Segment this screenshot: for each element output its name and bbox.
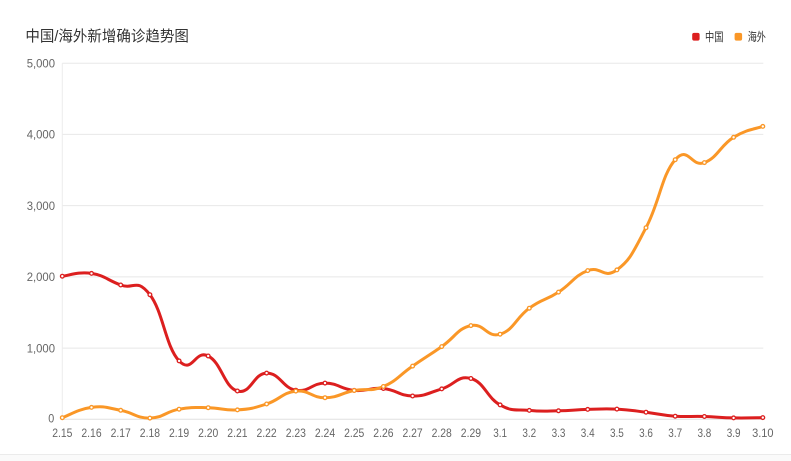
svg-text:3.3: 3.3 bbox=[552, 426, 566, 440]
svg-text:中国: 中国 bbox=[705, 29, 724, 44]
svg-text:3.9: 3.9 bbox=[727, 426, 741, 440]
svg-text:1,000: 1,000 bbox=[27, 341, 56, 355]
svg-text:2,000: 2,000 bbox=[27, 270, 56, 284]
svg-text:3.10: 3.10 bbox=[752, 426, 774, 440]
svg-text:中国/海外新增确诊趋势图: 中国/海外新增确诊趋势图 bbox=[25, 28, 189, 45]
svg-text:2.22: 2.22 bbox=[257, 426, 277, 440]
svg-text:3.5: 3.5 bbox=[610, 426, 624, 440]
svg-text:2.19: 2.19 bbox=[169, 426, 189, 440]
svg-text:2.27: 2.27 bbox=[403, 426, 423, 440]
svg-text:2.29: 2.29 bbox=[461, 426, 481, 440]
svg-text:3.7: 3.7 bbox=[668, 426, 682, 440]
svg-text:3.8: 3.8 bbox=[698, 426, 712, 440]
svg-text:2.28: 2.28 bbox=[432, 426, 452, 440]
svg-text:3.1: 3.1 bbox=[493, 426, 507, 440]
svg-text:2.23: 2.23 bbox=[286, 426, 306, 440]
svg-text:2.25: 2.25 bbox=[344, 426, 364, 440]
svg-text:2.21: 2.21 bbox=[227, 426, 247, 440]
svg-text:3,000: 3,000 bbox=[27, 199, 56, 213]
svg-text:2.18: 2.18 bbox=[140, 426, 160, 440]
svg-text:3.4: 3.4 bbox=[581, 426, 595, 440]
svg-text:2.20: 2.20 bbox=[198, 426, 218, 440]
svg-text:3.2: 3.2 bbox=[522, 426, 536, 440]
svg-text:2.16: 2.16 bbox=[81, 426, 101, 440]
svg-text:3.6: 3.6 bbox=[639, 426, 653, 440]
svg-text:2.17: 2.17 bbox=[111, 426, 131, 440]
svg-text:2.24: 2.24 bbox=[315, 426, 335, 440]
svg-text:0: 0 bbox=[48, 411, 54, 425]
svg-text:海外: 海外 bbox=[748, 29, 766, 44]
svg-text:5,000: 5,000 bbox=[27, 57, 56, 71]
svg-text:2.26: 2.26 bbox=[373, 426, 393, 440]
svg-text:4,000: 4,000 bbox=[27, 128, 56, 142]
svg-text:2.15: 2.15 bbox=[52, 426, 72, 440]
